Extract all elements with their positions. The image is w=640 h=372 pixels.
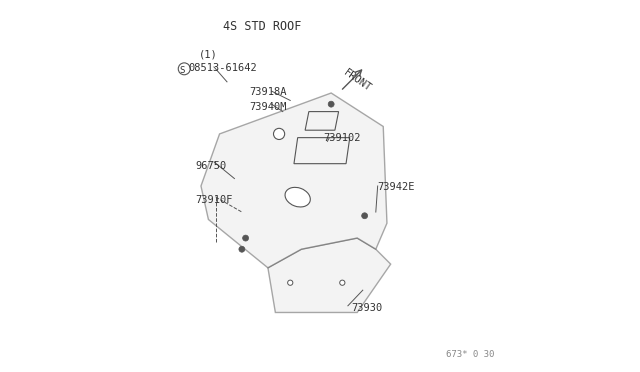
Text: 73930: 73930 [351, 302, 383, 312]
Circle shape [340, 280, 345, 285]
Text: 73918A: 73918A [250, 87, 287, 97]
Circle shape [362, 213, 367, 219]
Polygon shape [268, 238, 390, 312]
Text: 4S STD ROOF: 4S STD ROOF [223, 20, 301, 33]
Text: 673* 0 30: 673* 0 30 [447, 350, 495, 359]
Circle shape [328, 101, 334, 107]
Circle shape [239, 246, 245, 252]
Text: 73942E: 73942E [378, 182, 415, 192]
Circle shape [243, 235, 248, 241]
Text: S: S [179, 66, 184, 75]
Circle shape [287, 280, 293, 285]
Text: 08513-61642: 08513-61642 [188, 62, 257, 73]
Polygon shape [201, 93, 387, 268]
Text: 739102: 739102 [324, 133, 361, 143]
Circle shape [273, 128, 285, 140]
Text: 96750: 96750 [195, 161, 227, 171]
Text: 73910F: 73910F [195, 195, 233, 205]
Text: 73940M: 73940M [250, 102, 287, 112]
Text: (1): (1) [199, 49, 218, 60]
Text: FRONT: FRONT [342, 68, 373, 94]
Ellipse shape [285, 187, 310, 207]
